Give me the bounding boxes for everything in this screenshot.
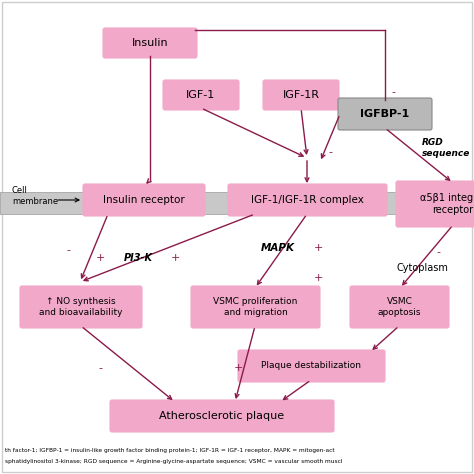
Text: Plaque destabilization: Plaque destabilization — [262, 362, 362, 371]
Text: IGFBP-1: IGFBP-1 — [360, 109, 410, 119]
Text: Insulin: Insulin — [132, 38, 168, 48]
Text: Insulin receptor: Insulin receptor — [103, 195, 185, 205]
Text: sphatidylinositol 3-kinase; RGD sequence = Arginine-glycine-aspartate sequence; : sphatidylinositol 3-kinase; RGD sequence… — [5, 459, 343, 464]
Text: +: + — [313, 273, 323, 283]
Text: RGD
sequence: RGD sequence — [422, 138, 470, 158]
FancyBboxPatch shape — [238, 350, 385, 382]
Text: -: - — [391, 87, 395, 97]
FancyBboxPatch shape — [83, 184, 205, 216]
FancyBboxPatch shape — [103, 28, 197, 58]
Text: VSMC
apoptosis: VSMC apoptosis — [378, 297, 421, 317]
FancyBboxPatch shape — [338, 98, 432, 130]
Text: IGF-1: IGF-1 — [186, 90, 216, 100]
FancyBboxPatch shape — [396, 181, 474, 227]
Text: Cytoplasm: Cytoplasm — [396, 263, 448, 273]
FancyBboxPatch shape — [263, 80, 339, 110]
Text: +: + — [170, 253, 180, 263]
FancyBboxPatch shape — [20, 286, 142, 328]
Text: VSMC proliferation
and migration: VSMC proliferation and migration — [213, 297, 298, 317]
Text: +: + — [95, 253, 105, 263]
Text: +: + — [313, 243, 323, 253]
Text: Cell
membrane: Cell membrane — [12, 186, 58, 206]
Bar — [0, 192, 474, 214]
Text: -: - — [98, 363, 102, 373]
Text: PI3-K: PI3-K — [124, 253, 153, 263]
FancyBboxPatch shape — [110, 400, 334, 432]
FancyBboxPatch shape — [228, 184, 387, 216]
FancyBboxPatch shape — [350, 286, 449, 328]
Text: α5β1 integrin
receptor: α5β1 integrin receptor — [420, 193, 474, 215]
Text: +: + — [233, 363, 243, 373]
Text: -: - — [436, 247, 440, 257]
FancyBboxPatch shape — [191, 286, 320, 328]
Text: MAPK: MAPK — [261, 243, 295, 253]
Text: IGF-1/IGF-1R complex: IGF-1/IGF-1R complex — [251, 195, 364, 205]
Text: -: - — [328, 147, 332, 157]
Text: -: - — [66, 245, 70, 255]
Text: ↑ NO synthesis
and bioavailability: ↑ NO synthesis and bioavailability — [39, 297, 123, 317]
FancyBboxPatch shape — [163, 80, 239, 110]
Text: th factor-1; IGFBP-1 = insulin-like growth factor binding protein-1; IGF-1R = IG: th factor-1; IGFBP-1 = insulin-like grow… — [5, 448, 335, 453]
Text: Atherosclerotic plaque: Atherosclerotic plaque — [159, 411, 284, 421]
Text: IGF-1R: IGF-1R — [283, 90, 319, 100]
